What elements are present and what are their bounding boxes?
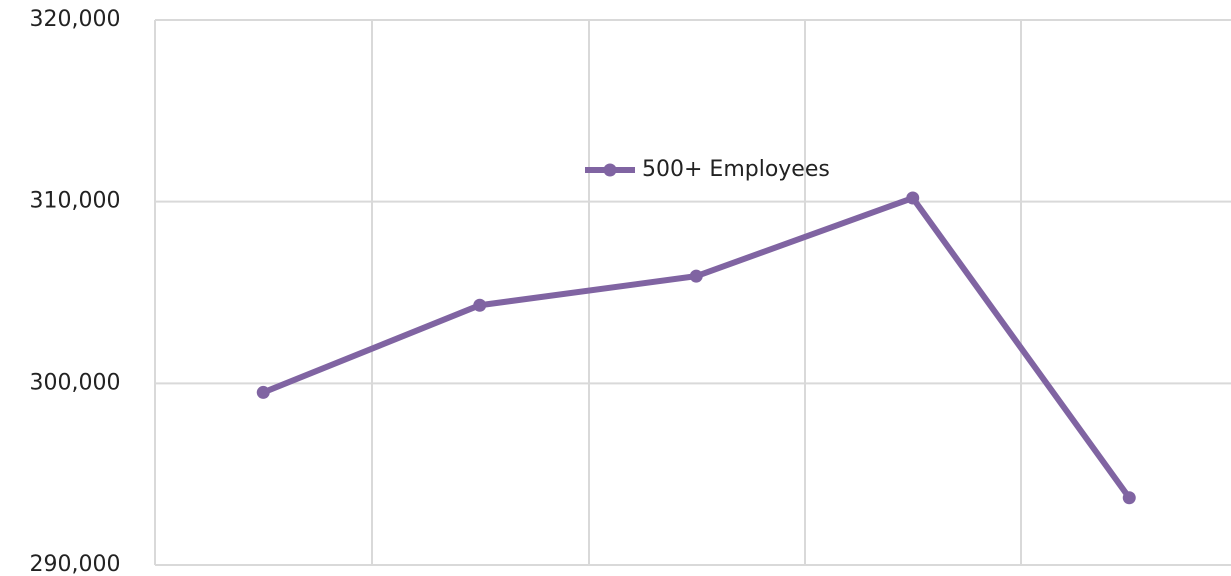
- marker: [473, 298, 487, 312]
- y-tick-label: 320,000: [30, 7, 121, 32]
- marker: [256, 385, 270, 399]
- y-tick-label: 300,000: [30, 370, 121, 395]
- marker: [906, 191, 920, 205]
- legend-marker: [603, 163, 617, 177]
- marker: [1122, 491, 1136, 505]
- y-tick-label: 310,000: [30, 189, 121, 214]
- line: [262, 195, 1132, 500]
- y-tick-label: 290,000: [30, 552, 121, 576]
- marker: [689, 269, 703, 283]
- legend-label: 500+ Employees: [642, 157, 830, 182]
